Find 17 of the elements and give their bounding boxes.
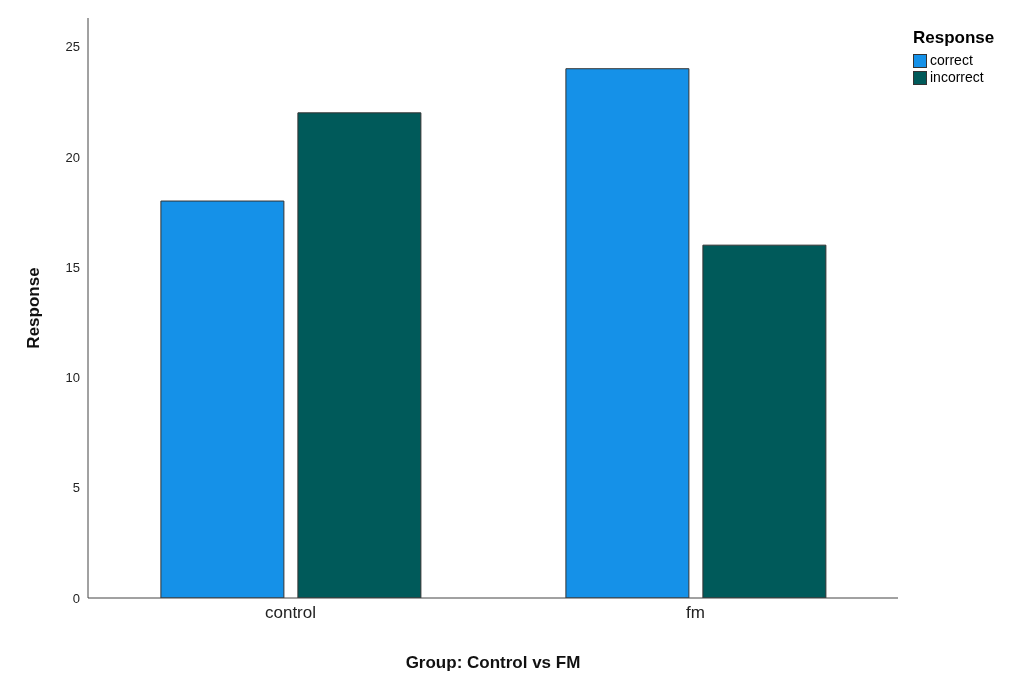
x-tick-label: fm [686,603,705,623]
y-axis-title: Response [24,267,44,349]
y-tick-label: 10 [65,370,80,386]
y-tick-label: 25 [65,39,80,55]
legend-label: correct [930,52,973,69]
y-tick-label: 5 [72,480,80,496]
x-axis-title: Group: Control vs FM [405,653,581,672]
legend-label: incorrect [930,69,984,86]
legend-title: Response [913,28,995,48]
bar [297,112,422,598]
y-tick-label: 20 [65,149,80,165]
y-tick-label: 0 [72,590,80,606]
bar [160,200,285,598]
bar [702,244,827,598]
y-tick-label: 15 [65,259,80,275]
x-tick-label: control [264,603,317,623]
bar [565,68,690,598]
